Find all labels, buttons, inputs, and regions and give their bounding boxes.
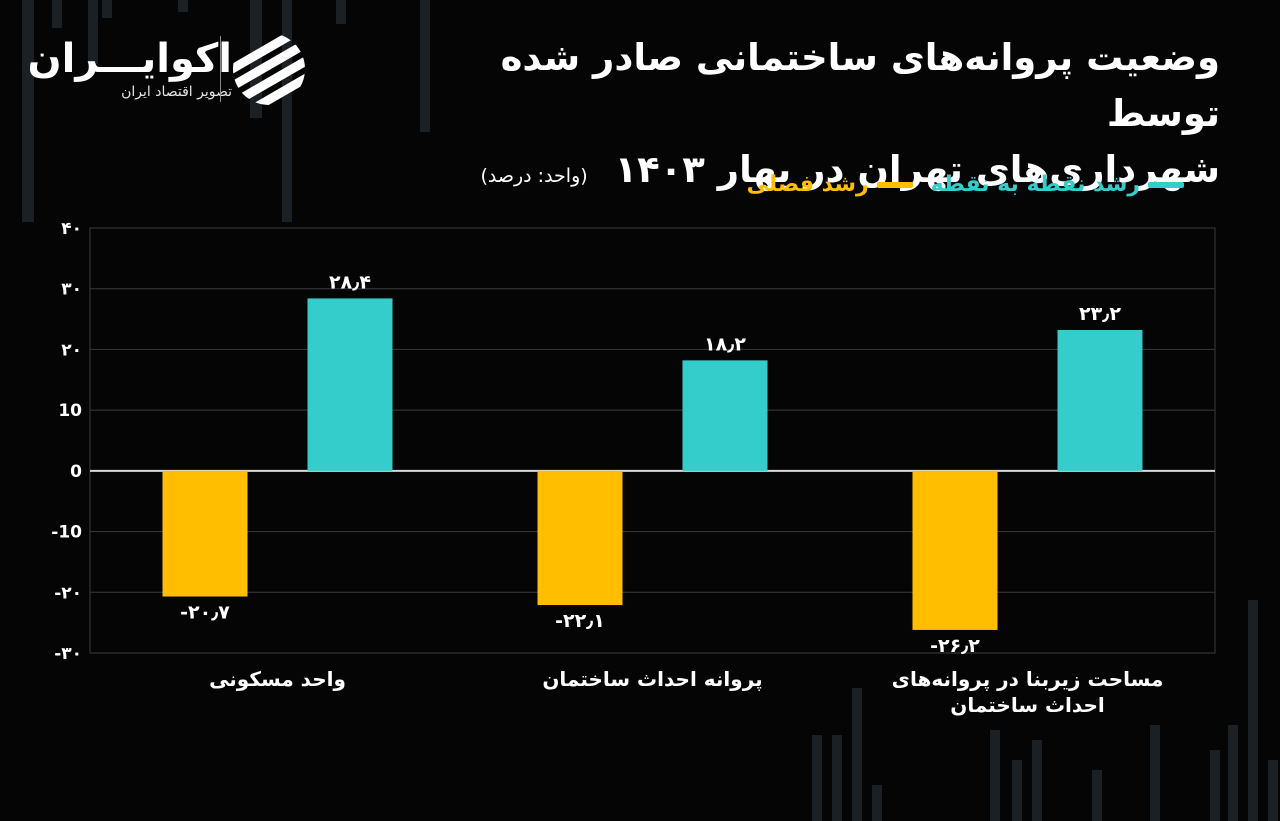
category-label-line: پروانه احداث ساختمان xyxy=(542,667,763,691)
y-tick-label: ۴۰ xyxy=(61,219,82,239)
y-tick-label: -۳۰ xyxy=(54,644,82,664)
y-tick-label: ۳۰ xyxy=(61,280,82,300)
legend-item-yoy: رشد نقطه به نقطه xyxy=(931,172,1184,197)
y-tick-label: 10 xyxy=(58,401,82,421)
title-line-1: وضعیت پروانه‌های ساختمانی صادر شده توسط xyxy=(500,36,1220,135)
data-label: ۱۸٫۲ xyxy=(704,333,746,355)
category-label: پروانه احداث ساختمان xyxy=(503,666,803,692)
data-label: -۲۲٫۱ xyxy=(555,610,605,632)
unit-label: (واحد: درصد) xyxy=(480,165,588,187)
bar xyxy=(1057,330,1143,471)
title-line-2-text: شهرداری‌های تهران در بهار ۱۴۰۳ xyxy=(614,148,1220,191)
y-tick-label: -۲۰ xyxy=(54,583,82,603)
legend-label-yoy: رشد نقطه به نقطه xyxy=(930,172,1140,197)
category-label-line: واحد مسکونی xyxy=(209,667,346,691)
category-label: واحد مسکونی xyxy=(128,666,428,692)
legend-item-qoq: رشد فصلی xyxy=(747,172,913,197)
brand-block: اکوایـــران تصویر اقتصاد ایران xyxy=(20,28,320,118)
title-line-2: شهرداری‌های تهران در بهار ۱۴۰۳ (واحد: در… xyxy=(400,142,1220,204)
brand-subtitle: تصویر اقتصاد ایران xyxy=(121,84,232,100)
bar xyxy=(537,470,623,606)
brand-name: اکوایـــران xyxy=(27,36,232,82)
brand-divider xyxy=(220,36,221,102)
y-tick-label: 0 xyxy=(70,462,82,482)
bar xyxy=(162,470,248,597)
data-label: ۲۸٫۴ xyxy=(329,271,371,293)
data-label: -۲۰٫۷ xyxy=(180,602,230,624)
category-label: مساحت زیربنا در پروانه‌های احداث ساختمان xyxy=(878,666,1178,718)
legend-label-qoq: رشد فصلی xyxy=(746,172,869,197)
y-tick-label: ۲۰ xyxy=(61,340,82,360)
bar xyxy=(682,360,768,471)
data-label: ۲۳٫۲ xyxy=(1079,303,1121,325)
category-label-line: مساحت زیربنا در پروانه‌های xyxy=(891,667,1164,691)
category-label-line: احداث ساختمان xyxy=(950,693,1105,717)
legend: رشد نقطه به نقطه رشد فصلی xyxy=(747,172,1184,197)
chart-title: وضعیت پروانه‌های ساختمانی صادر شده توسط … xyxy=(400,30,1220,204)
data-label: -۲۶٫۲ xyxy=(930,635,980,657)
brand-logo-icon xyxy=(233,33,305,105)
plot-frame xyxy=(89,227,1216,654)
bar xyxy=(307,298,393,471)
legend-swatch-yoy xyxy=(1148,181,1184,188)
bar xyxy=(912,470,998,630)
y-tick-label: -10 xyxy=(51,523,82,543)
legend-swatch-qoq xyxy=(876,181,913,188)
